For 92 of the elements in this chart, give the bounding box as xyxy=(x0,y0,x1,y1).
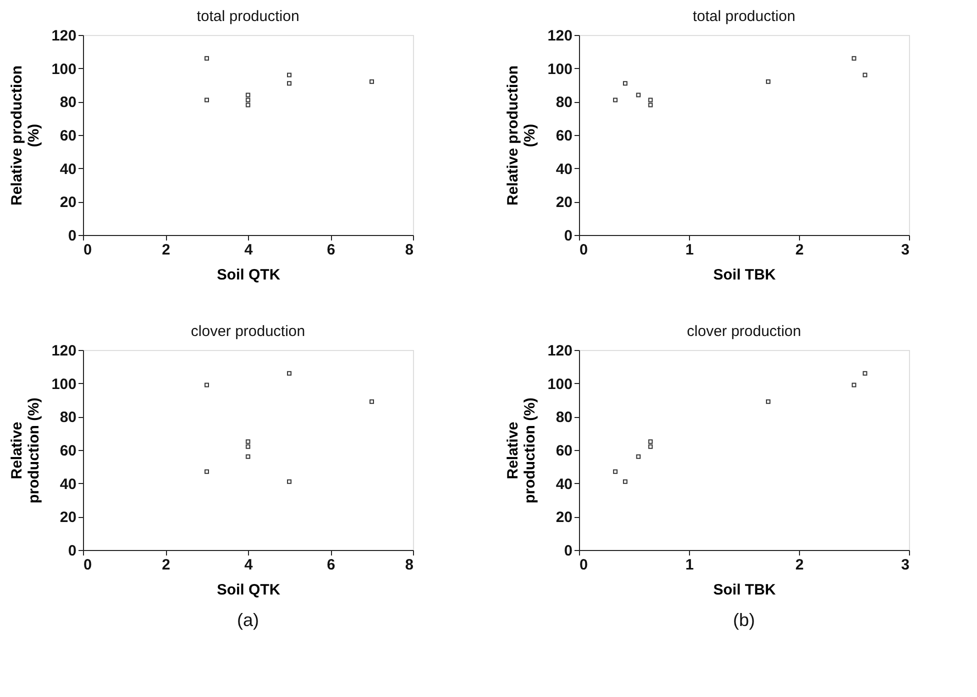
x-axis-title: Soil TBK xyxy=(713,582,776,598)
point xyxy=(648,102,653,108)
point xyxy=(622,81,628,86)
y-tick-label: 100 xyxy=(547,60,572,78)
point xyxy=(287,72,292,78)
y-tick-label: 80 xyxy=(556,94,572,112)
point xyxy=(246,102,250,108)
point xyxy=(204,382,209,388)
x-tick-label: 0 xyxy=(580,556,588,574)
point xyxy=(766,399,770,404)
point xyxy=(862,72,868,78)
y-axis-title: Relative production (%) xyxy=(504,398,538,504)
chart-title: total production xyxy=(692,8,796,25)
x-axis-title: Soil TBK xyxy=(713,266,776,284)
point xyxy=(246,454,250,459)
point xyxy=(636,454,641,459)
text: (b) xyxy=(733,610,755,630)
text: (a) xyxy=(237,610,259,630)
y-tick-label: 40 xyxy=(60,476,76,493)
point xyxy=(246,98,250,102)
y-axis-title: Relative production (%) xyxy=(504,65,538,206)
x-tick-label: 4 xyxy=(244,556,254,574)
y-tick-label: 120 xyxy=(547,342,572,360)
point xyxy=(204,56,209,61)
y-tick-label: 40 xyxy=(556,160,572,178)
chart-title: total production xyxy=(196,8,300,25)
point xyxy=(613,469,618,474)
y-tick-label: 20 xyxy=(60,509,76,526)
point xyxy=(622,479,628,484)
y-tick-label: 80 xyxy=(556,409,572,426)
x-tick-label: 2 xyxy=(795,242,804,258)
y-tick-label: 60 xyxy=(556,128,572,144)
point xyxy=(287,371,292,376)
y-tick-label: 120 xyxy=(51,28,76,44)
y-tick-label: 60 xyxy=(60,128,76,144)
point xyxy=(246,444,250,449)
x-tick-label: 8 xyxy=(405,242,414,258)
x-tick-label: 8 xyxy=(405,556,414,574)
x-tick-label: 0 xyxy=(84,242,92,258)
point xyxy=(370,79,374,84)
y-tick-label: 20 xyxy=(556,194,572,212)
y-tick-label: 60 xyxy=(60,442,76,460)
y-tick-label: 100 xyxy=(547,376,572,393)
point xyxy=(246,92,250,98)
point xyxy=(613,98,618,102)
chart-title: clover production xyxy=(686,323,802,340)
y-axis-title: Relative production (%) xyxy=(8,65,42,206)
x-tick-label: 3 xyxy=(901,556,910,574)
x-tick-label: 4 xyxy=(244,242,254,258)
point xyxy=(648,439,653,444)
point xyxy=(636,92,641,98)
point xyxy=(246,439,250,444)
x-tick-label: 6 xyxy=(326,556,336,574)
point xyxy=(862,371,868,376)
x-tick-label: 2 xyxy=(162,556,170,574)
point xyxy=(287,81,292,86)
x-tick-label: 3 xyxy=(901,242,910,258)
x-tick-label: 0 xyxy=(580,242,588,258)
point xyxy=(852,382,856,388)
point xyxy=(370,399,374,404)
x-tick-label: 1 xyxy=(685,556,694,574)
point xyxy=(204,98,209,102)
y-tick-label: 80 xyxy=(60,94,76,112)
y-tick-label: 0 xyxy=(564,228,572,244)
y-tick-label: 0 xyxy=(564,542,572,560)
point xyxy=(204,469,209,474)
point xyxy=(648,444,653,449)
point xyxy=(648,98,653,102)
y-tick-label: 40 xyxy=(556,476,572,493)
point xyxy=(287,479,292,484)
x-tick-label: 2 xyxy=(162,242,170,258)
point xyxy=(852,56,856,61)
y-tick-label: 60 xyxy=(556,442,572,460)
y-tick-label: 0 xyxy=(68,228,76,244)
y-tick-label: 80 xyxy=(60,409,76,426)
y-tick-label: 20 xyxy=(556,509,572,526)
x-tick-label: 0 xyxy=(84,556,92,574)
x-tick-label: 6 xyxy=(326,242,336,258)
y-tick-label: 40 xyxy=(60,160,76,178)
x-axis-title: Soil QTK xyxy=(216,266,280,284)
chart-title: clover production xyxy=(190,323,306,340)
y-axis-title: Relative production (%) xyxy=(8,398,42,504)
y-tick-label: 100 xyxy=(51,376,76,393)
y-tick-label: 100 xyxy=(51,60,76,78)
y-tick-label: 20 xyxy=(60,194,76,212)
x-tick-label: 2 xyxy=(795,556,804,574)
y-tick-label: 120 xyxy=(547,28,572,44)
x-axis-title: Soil QTK xyxy=(216,582,280,598)
y-tick-label: 0 xyxy=(68,542,76,560)
x-tick-label: 1 xyxy=(685,242,694,258)
y-tick-label: 120 xyxy=(51,342,76,360)
point xyxy=(766,79,770,84)
